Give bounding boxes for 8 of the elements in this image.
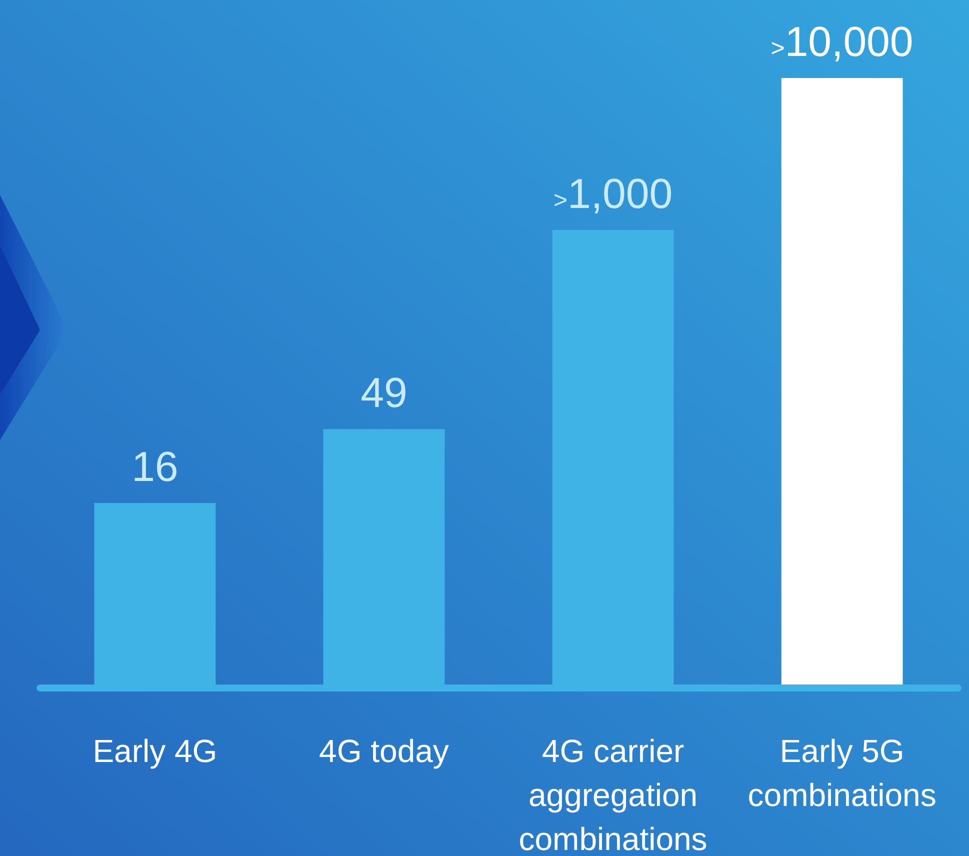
data-label: 16: [132, 442, 178, 490]
data-label: 49: [360, 369, 408, 416]
x-tick-label: 4G carrier aggregation combinations: [518, 733, 708, 856]
data-label: >1,000: [553, 170, 673, 217]
x-tick-label: Early 5G combinations: [748, 733, 936, 813]
x-tick-label: Early 4G: [92, 733, 218, 769]
x-tick-label: 4G today: [319, 733, 449, 769]
data-label: >10,000: [770, 18, 914, 65]
